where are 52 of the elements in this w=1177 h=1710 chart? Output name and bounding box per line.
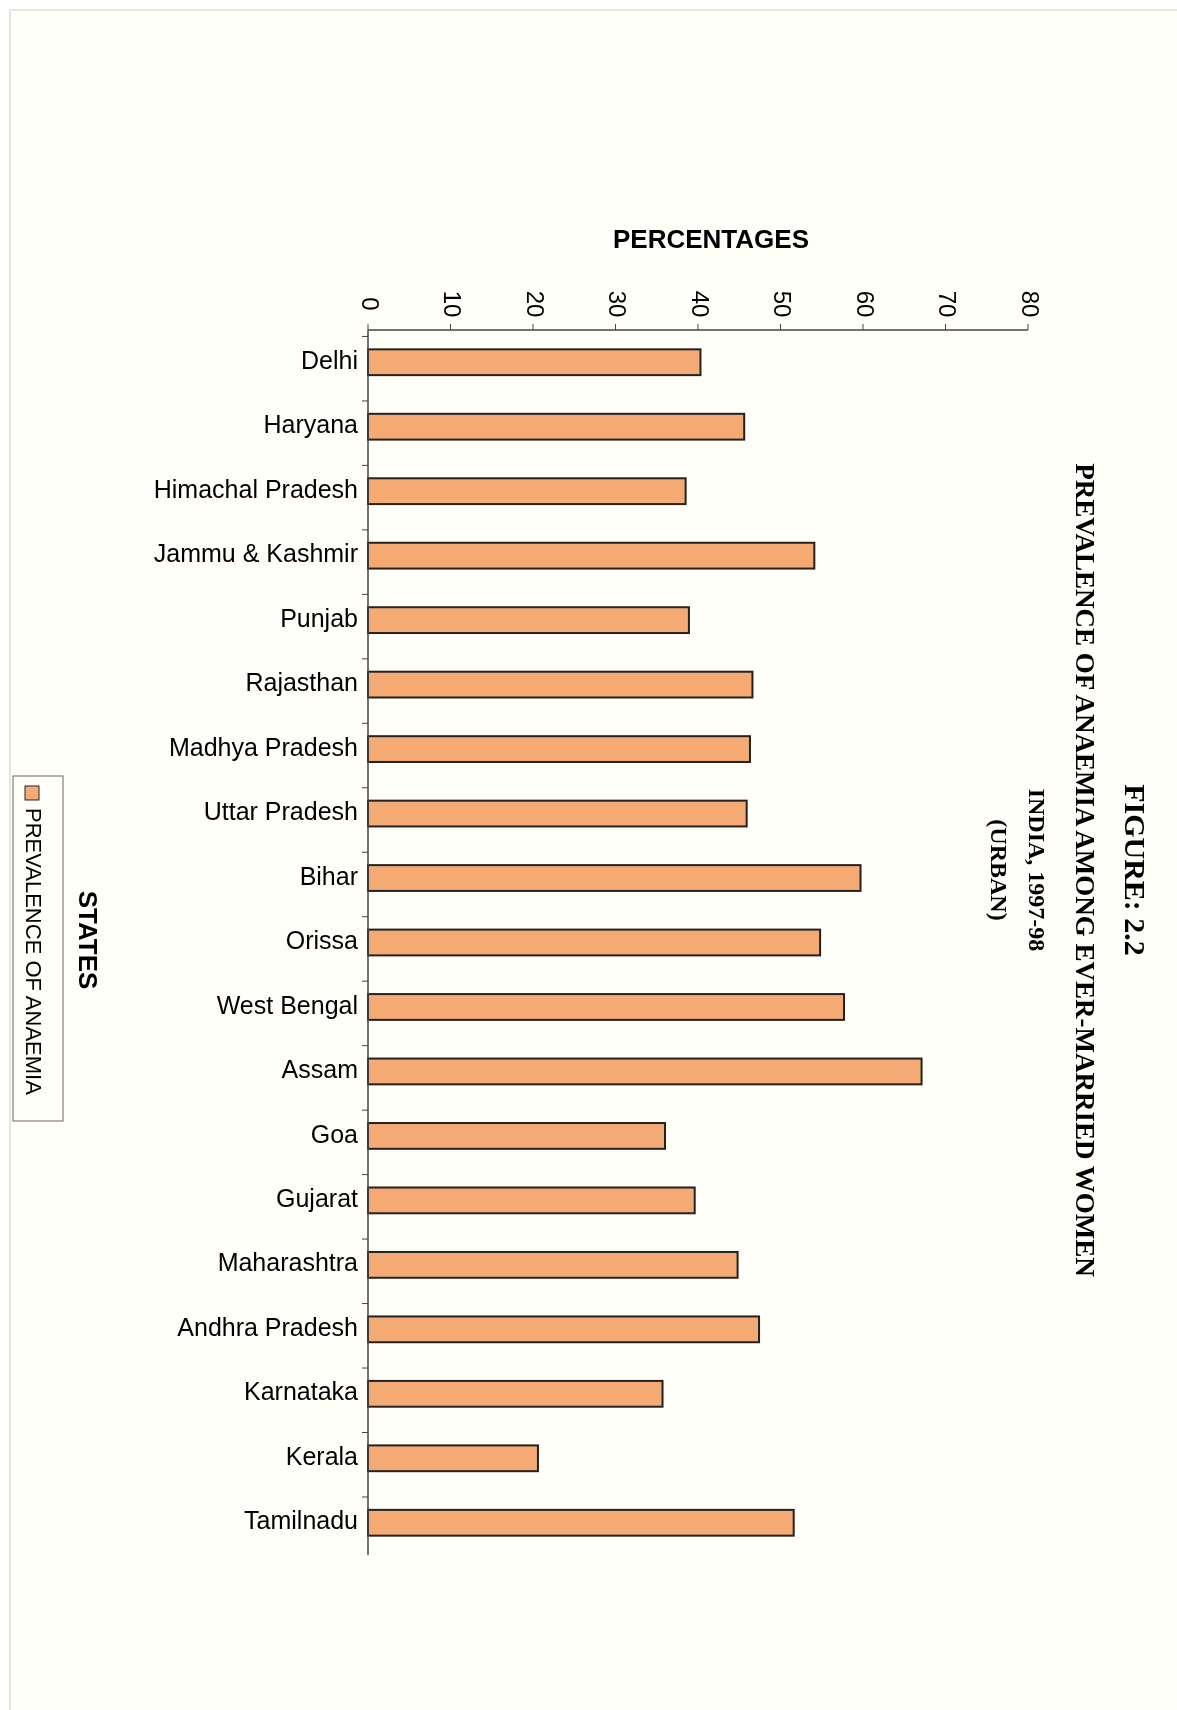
text: FIGURE: 2.2 PREVALENCE OF ANAEMIA AMONG EVER-MARRIED WOMEN	[1069, 463, 1153, 1278]
y-tick-label: Orissa	[285, 926, 359, 955]
bar	[367, 928, 822, 957]
x-axis-title: PERCENTAGES	[613, 224, 809, 254]
bar	[367, 670, 754, 699]
y-tick-label: Delhi	[301, 345, 358, 374]
y-axis-title: STATES	[73, 890, 104, 990]
y-tick-label: Goa	[310, 1119, 359, 1148]
y-tick-label: Himachal Pradesh	[153, 474, 358, 503]
y-tick-label: Madhya Pradesh	[168, 732, 358, 761]
y-tick-label: Punjab	[280, 603, 358, 632]
x-tick-label: 70	[934, 290, 962, 318]
y-tick-label: Rajasthan	[245, 668, 358, 697]
x-tick-label: 40	[686, 290, 714, 318]
bar	[367, 1315, 761, 1344]
bar	[367, 477, 687, 506]
y-tick-label: Kerala	[285, 1441, 359, 1470]
x-tick-label: 10	[439, 290, 467, 318]
y-tick-label: Haryana	[263, 410, 359, 439]
bar	[367, 735, 751, 763]
y-tick-label: Karnataka	[244, 1377, 359, 1406]
y-tick-label: West Bengal	[216, 990, 358, 1019]
y-tick-label: Tamilnadu	[244, 1506, 358, 1535]
bar	[367, 1508, 795, 1537]
bar	[367, 412, 746, 441]
y-tick-label: Maharashtra	[217, 1248, 359, 1277]
bar	[367, 1444, 539, 1473]
y-tick-label: Uttar Pradesh	[203, 797, 358, 826]
bar	[367, 993, 846, 1021]
bar	[367, 1186, 696, 1215]
bar	[367, 541, 816, 570]
x-tick-label: 30	[604, 290, 632, 318]
text: INDIA, 1997-98 (URBAN)	[985, 788, 1050, 952]
bar	[367, 1250, 739, 1279]
y-tick-label: Gujarat	[276, 1184, 359, 1212]
bar	[367, 1379, 664, 1408]
x-tick-label: 0	[356, 297, 384, 311]
x-tick-label: 80	[1016, 290, 1044, 318]
y-tick-label: Andhra Pradesh	[177, 1312, 358, 1341]
legend-label: PREVALENCE OF ANAEMIA	[21, 808, 47, 1096]
bar	[367, 606, 690, 635]
y-tick-label: Assam	[281, 1055, 358, 1084]
bar	[367, 1122, 666, 1150]
x-tick-label: 20	[521, 290, 549, 318]
bar	[367, 348, 702, 377]
x-tick-label: 60	[851, 290, 879, 318]
x-tick-label: 50	[769, 290, 797, 318]
bar	[367, 864, 862, 892]
bar	[367, 1057, 923, 1086]
y-tick-label: Jammu & Kashmir	[153, 539, 358, 568]
y-tick-label: Bihar	[299, 861, 358, 890]
bar	[367, 799, 748, 828]
